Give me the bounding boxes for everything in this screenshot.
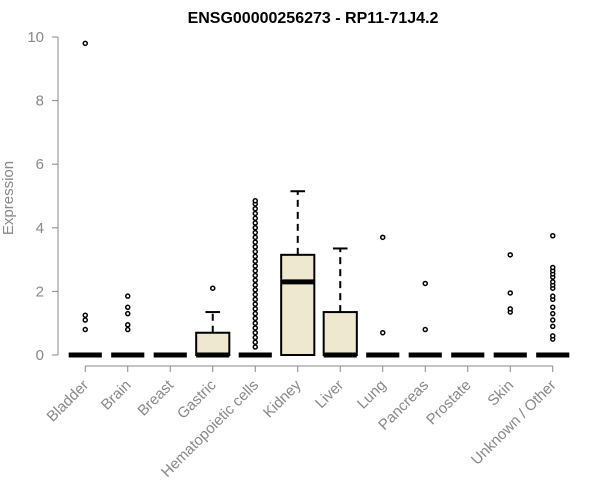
boxes (68, 40, 570, 358)
outlier-point (550, 323, 556, 330)
box (322, 311, 358, 357)
outlier-point (252, 198, 258, 204)
box-group (366, 234, 400, 358)
outlier-point (82, 40, 88, 47)
y-tick-label: 4 (36, 220, 44, 237)
outlier-point (82, 326, 88, 333)
y-axis-label: Expression (0, 161, 17, 235)
outlier-point (252, 320, 258, 326)
outlier-point (252, 229, 258, 236)
outlier-point (422, 326, 428, 333)
outlier-point (252, 263, 258, 269)
y-tick-label: 0 (36, 347, 44, 364)
y-tick-label: 8 (36, 93, 44, 110)
outlier-point (125, 304, 131, 311)
x-tick-label: Bladder (43, 377, 92, 426)
outlier-point (125, 293, 131, 299)
outlier-point (550, 279, 556, 285)
outlier-point (252, 277, 258, 284)
outlier-point (550, 264, 556, 271)
outlier-point (252, 215, 258, 222)
y-tick-label: 2 (36, 283, 44, 300)
outlier-point (252, 248, 258, 255)
outlier-point (252, 205, 258, 212)
box (195, 331, 231, 356)
y-axis: 0 2 4 6 8 10 (27, 29, 59, 364)
outlier-point (422, 280, 428, 287)
outlier-point (252, 253, 258, 260)
outlier-point (550, 304, 556, 311)
box-group (493, 252, 527, 358)
box-group (111, 293, 145, 358)
outlier-point (252, 272, 258, 279)
outlier-point (252, 239, 258, 245)
outlier-point (252, 267, 258, 274)
outlier-point (550, 317, 556, 323)
outlier-point (210, 285, 216, 291)
outlier-point (252, 220, 258, 226)
x-tick-label: Liver (312, 377, 347, 412)
box-group (408, 280, 442, 358)
outlier-point (550, 310, 556, 317)
outlier-point (252, 344, 258, 350)
outlier-point (507, 290, 513, 296)
outlier-point (380, 329, 386, 336)
outlier-point (252, 225, 258, 231)
outlier-point (82, 312, 88, 318)
outlier-point (252, 291, 258, 298)
x-tick-label: Prostate (423, 377, 475, 429)
box-group (280, 190, 316, 356)
outlier-point (82, 317, 88, 323)
outlier-point (252, 301, 258, 307)
box-group (195, 285, 231, 358)
outlier-point (550, 293, 556, 299)
x-tick-label: Brain (98, 377, 135, 414)
box (280, 253, 316, 356)
outlier-point (125, 310, 131, 317)
outlier-point (252, 244, 258, 250)
outlier-point (252, 325, 258, 331)
outlier-point (252, 334, 258, 341)
outlier-point (252, 282, 258, 288)
outlier-point (252, 296, 258, 303)
outlier-point (252, 310, 258, 317)
outlier-point (252, 287, 258, 293)
outlier-point (507, 306, 513, 312)
box-group (536, 233, 570, 358)
chart-title: ENSG00000256273 - RP11-71J4.2 (188, 10, 439, 27)
outlier-point (252, 210, 258, 217)
x-tick-label: Kidney (260, 376, 305, 421)
outlier-point (550, 233, 556, 239)
outlier-point (125, 326, 131, 333)
outlier-point (252, 315, 258, 322)
outlier-point (252, 306, 258, 312)
outlier-point (125, 322, 131, 328)
box-group (238, 198, 272, 358)
x-tick-label: Lung (354, 377, 390, 413)
outlier-point (252, 234, 258, 241)
box-group (322, 247, 358, 358)
box-group (68, 40, 102, 358)
y-tick-label: 6 (36, 156, 44, 173)
outlier-point (252, 329, 258, 336)
x-tick-label: Skin (484, 377, 517, 410)
outlier-point (252, 339, 258, 346)
outlier-point (252, 258, 258, 264)
outlier-point (550, 333, 556, 339)
outlier-point (507, 252, 513, 258)
outlier-point (380, 234, 386, 241)
x-tick-label: Breast (134, 376, 177, 419)
y-tick-label: 10 (27, 29, 44, 46)
